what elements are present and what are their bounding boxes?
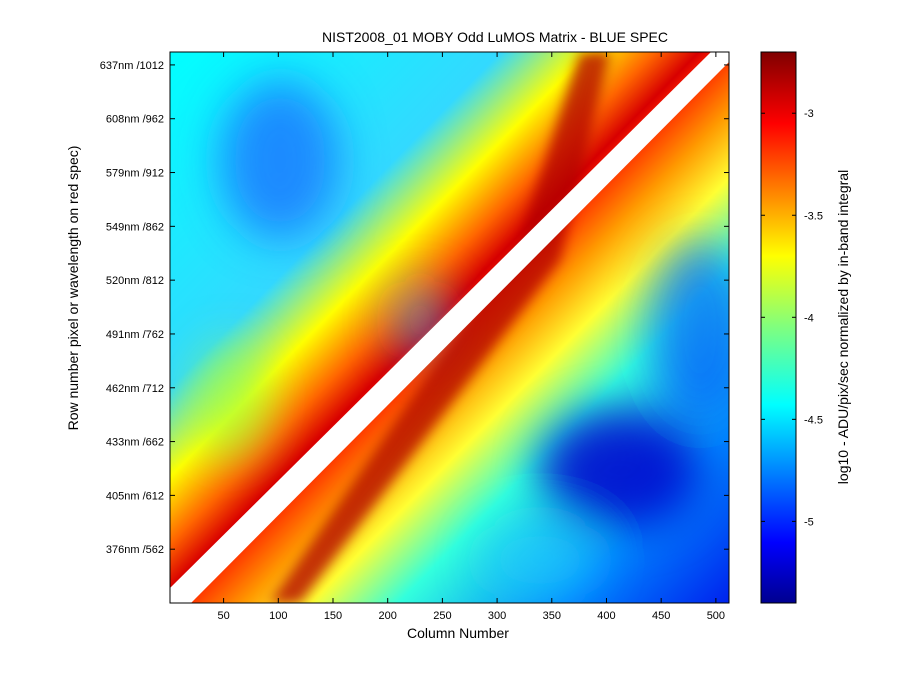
- x-axis-label: Column Number: [407, 625, 509, 641]
- plot-frame: [169, 51, 730, 604]
- y-tick-label: 491nm /762: [106, 329, 164, 341]
- y-axis-ticks: 376nm /562 405nm /612 433nm /662 462nm /712…: [100, 60, 729, 556]
- heatmap-blobs: [190, 80, 729, 600]
- x-tick-label: 400: [597, 610, 615, 622]
- x-tick-label: 500: [707, 610, 725, 622]
- y-tick-label: 637nm /1012: [100, 60, 164, 72]
- y-tick-label: 433nm /662: [106, 437, 164, 449]
- y-tick-label: 579nm /912: [106, 168, 164, 180]
- x-tick-label: 350: [543, 610, 561, 622]
- colorbar-tick-label: -3.5: [804, 210, 823, 222]
- x-tick-label: 150: [324, 610, 342, 622]
- x-tick-label: 250: [433, 610, 451, 622]
- heatmap-ridge: [270, 52, 610, 603]
- chart-title: NIST2008_01 MOBY Odd LuMOS Matrix - BLUE…: [322, 29, 668, 45]
- x-axis-ticks: 50 100 150 200 250 300 350 400 450 500: [217, 52, 725, 622]
- colorbar-ticks: -3 -3.5 -4 -4.5 -5: [761, 108, 823, 528]
- colorbar-tick-label: -4: [804, 312, 814, 324]
- heatmap-plot-area: [170, 52, 729, 603]
- y-tick-label: 376nm /562: [106, 544, 164, 556]
- y-tick-label: 462nm /712: [106, 383, 164, 395]
- x-tick-label: 100: [269, 610, 287, 622]
- y-tick-label: 405nm /612: [106, 490, 164, 502]
- y-tick-label: 520nm /812: [106, 275, 164, 287]
- x-tick-label: 50: [217, 610, 229, 622]
- colorbar-tick-label: -5: [804, 516, 814, 528]
- colorbar-tick-label: -4.5: [804, 414, 823, 426]
- colorbar-tick-label: -3: [804, 108, 814, 120]
- x-tick-label: 450: [652, 610, 670, 622]
- colorbar-label: log10 - ADU/pix/sec normalized by in-ban…: [835, 170, 851, 484]
- y-tick-label: 608nm /962: [106, 114, 164, 126]
- x-tick-label: 200: [379, 610, 397, 622]
- colorbar: [760, 51, 797, 604]
- diagonal-gap: [170, 52, 729, 603]
- y-axis-label: Row number pixel or wavelength on red sp…: [65, 146, 81, 431]
- x-tick-label: 300: [488, 610, 506, 622]
- y-tick-label: 549nm /862: [106, 221, 164, 233]
